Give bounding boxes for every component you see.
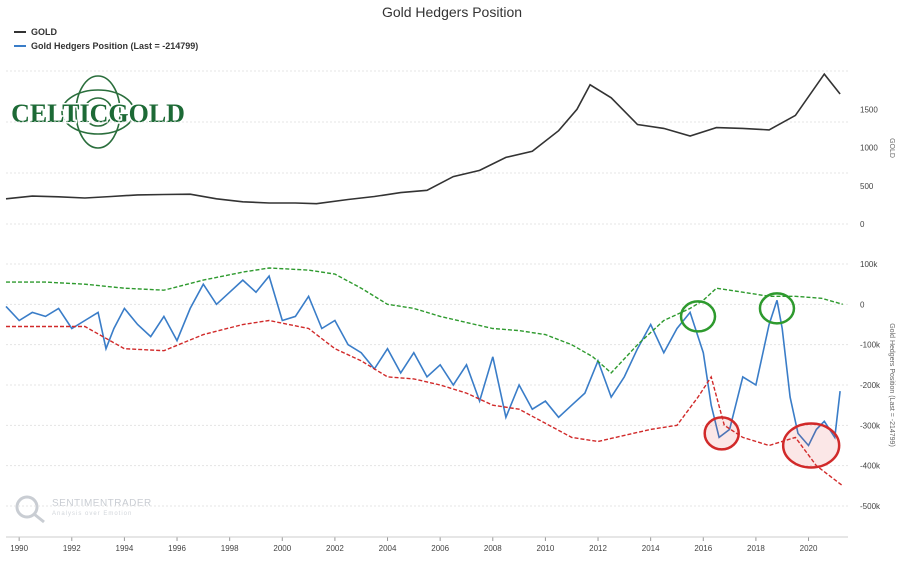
gold-y-tick: 1000	[860, 144, 878, 153]
hedgers-y-tick: -300k	[860, 421, 881, 430]
annotation-circle	[679, 300, 717, 333]
watermark-text: SENTIMENTRADER	[52, 498, 152, 509]
hedgers-y-tick: 100k	[860, 260, 878, 269]
x-tick-label: 2004	[379, 544, 397, 553]
axis-ticks: 0 500 1000 1500 100k 0 -100k -200k -300k -400k -50…	[6, 105, 881, 553]
x-tick-label: 2014	[642, 544, 660, 553]
x-tick-label: 2020	[800, 544, 818, 553]
hedgers-y-tick: -400k	[860, 462, 881, 471]
series-hedgers-position	[5, 274, 841, 447]
x-tick-label: 1996	[168, 544, 186, 553]
x-tick-label: 2000	[273, 544, 291, 553]
gold-y-tick: 0	[860, 220, 865, 229]
gold-axis-title: GOLD	[888, 138, 895, 158]
sentimentrader-watermark: SENTIMENTRADER Analysis over Emotion	[15, 495, 152, 524]
x-tick-label: 2006	[431, 544, 449, 553]
series-lower-band	[6, 319, 844, 487]
chart-title: Gold Hedgers Position	[382, 4, 522, 20]
annotation-circle	[758, 292, 796, 325]
x-tick-label: 2018	[747, 544, 765, 553]
hedgers-y-tick: -100k	[860, 341, 881, 350]
x-tick-label: 2016	[694, 544, 712, 553]
gold-y-tick: 500	[860, 182, 874, 191]
x-tick-label: 1990	[10, 544, 28, 553]
hedgers-axis-title: Gold Hedgers Position (Last = -214799)	[888, 323, 895, 447]
x-tick-label: 1998	[221, 544, 239, 553]
annotations	[679, 292, 841, 469]
celticgold-logo-text: CELTICGOLD	[11, 99, 185, 128]
legend-label-gold[interactable]: GOLD	[31, 27, 57, 37]
x-tick-label: 2012	[589, 544, 607, 553]
x-tick-label: 2002	[326, 544, 344, 553]
series	[5, 72, 844, 487]
annotation-circle	[781, 422, 841, 469]
celticgold-logo: CELTICGOLD	[10, 75, 186, 149]
hedgers-y-tick: 0	[860, 300, 865, 309]
celtic-knot-icon	[61, 75, 135, 149]
x-tick-label: 1992	[63, 544, 81, 553]
magnifier-icon	[15, 495, 45, 524]
watermark-subtext: Analysis over Emotion	[52, 511, 132, 517]
annotation-circle	[703, 416, 740, 451]
x-tick-label: 1994	[116, 544, 134, 553]
hedgers-y-tick: -500k	[860, 502, 881, 511]
series-upper-band	[6, 267, 843, 374]
series-gold	[5, 72, 841, 205]
x-tick-label: 2008	[484, 544, 502, 553]
gold-y-tick: 1500	[860, 105, 878, 114]
gridlines	[6, 70, 848, 507]
legend-label-hedgers[interactable]: Gold Hedgers Position (Last = -214799)	[31, 41, 198, 51]
x-tick-label: 2010	[537, 544, 555, 553]
hedgers-y-tick: -200k	[860, 381, 881, 390]
